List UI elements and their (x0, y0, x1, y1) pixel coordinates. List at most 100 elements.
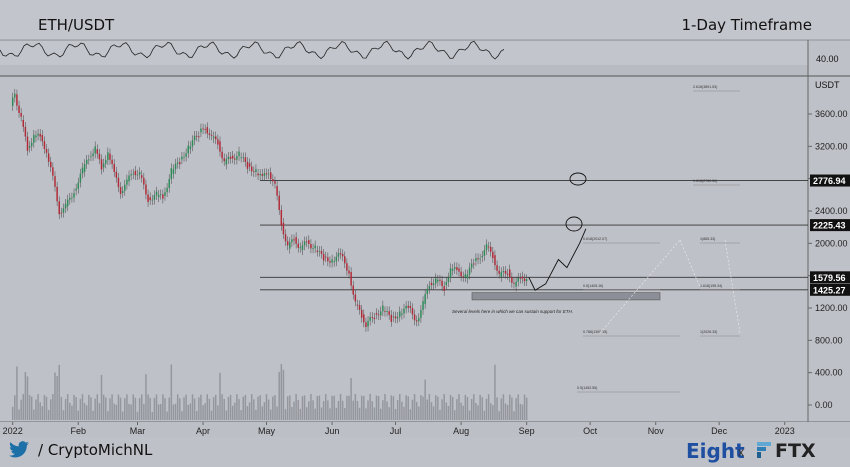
fib-label: 0.5(1405.16) (583, 284, 603, 288)
candle (219, 141, 221, 152)
candle (60, 212, 63, 214)
candle (117, 177, 120, 188)
twitter-icon (9, 441, 29, 458)
candle (189, 146, 192, 150)
volume-bar (329, 408, 331, 420)
candle (470, 263, 473, 268)
candle (259, 173, 261, 176)
volume-bar (179, 398, 181, 420)
candle (83, 164, 86, 172)
volume-bar (394, 408, 397, 420)
fib-projection (724, 239, 741, 334)
volume-bar (369, 394, 371, 420)
candle (492, 251, 494, 259)
candle (346, 263, 348, 271)
level-tag-label: 2776.94 (813, 176, 846, 186)
candle (519, 277, 522, 279)
volume-bar (316, 396, 319, 420)
candle (316, 250, 319, 252)
volume-bar (73, 394, 75, 420)
candle (43, 141, 46, 150)
volume-bar (33, 409, 35, 420)
candle (75, 188, 77, 191)
candle (64, 203, 67, 209)
volume-bar (396, 399, 399, 420)
candle (149, 197, 151, 201)
level-tag (810, 174, 850, 187)
volume-bar (151, 411, 154, 420)
volume-bar (454, 410, 456, 420)
volume-bar (149, 397, 151, 420)
volume-bar (305, 407, 308, 420)
volume-bar (513, 411, 515, 420)
candle (217, 139, 219, 145)
volume-bar (346, 395, 348, 420)
candle (356, 304, 359, 306)
volume-bar (204, 403, 206, 420)
candle (441, 280, 443, 287)
candle (430, 282, 433, 286)
volume-bar (242, 396, 244, 420)
candle (90, 156, 92, 157)
candle (261, 173, 264, 176)
brand-separator: x (738, 445, 744, 459)
volume-bar (210, 410, 213, 420)
candle (210, 134, 213, 136)
volume-bar (460, 402, 462, 420)
fib-projection (599, 239, 681, 334)
timeframe-label: 1-Day Timeframe (681, 16, 812, 34)
fib-label: 1(865.33) (700, 237, 715, 241)
candle (418, 317, 420, 322)
candle (107, 152, 109, 161)
volume-bar (236, 394, 238, 420)
volume-bar (519, 403, 522, 420)
volume-bar (164, 398, 166, 420)
candle (58, 201, 60, 215)
candle (100, 159, 103, 170)
candle (426, 288, 429, 295)
candle (179, 162, 181, 165)
candle (297, 243, 299, 248)
candle (115, 171, 118, 178)
candle (30, 142, 33, 147)
candle (284, 234, 287, 242)
candle (227, 156, 230, 160)
candle (411, 308, 414, 315)
candle (454, 267, 456, 269)
volume-bar (206, 394, 209, 420)
volume-bar (458, 394, 460, 420)
volume-bar (418, 406, 420, 420)
candle (318, 250, 321, 252)
candle (460, 271, 462, 277)
candle (33, 134, 35, 143)
candle (424, 294, 426, 304)
candle (322, 253, 325, 261)
volume-bar (215, 394, 217, 420)
candle (350, 272, 352, 286)
volume-bar (90, 397, 92, 420)
candle (77, 182, 80, 189)
volume-bar (373, 407, 376, 420)
candle (255, 169, 257, 173)
fib-label: 1.618(2765.56) (693, 179, 717, 183)
volume-bar (117, 394, 120, 420)
volume-bar (388, 407, 390, 420)
volume-bar (470, 398, 473, 420)
volume-bar (147, 394, 149, 420)
candle (513, 282, 515, 284)
volume-bar (225, 410, 228, 420)
candle (483, 250, 486, 256)
candle (348, 270, 350, 274)
volume-bar (244, 394, 247, 420)
candle (92, 153, 94, 157)
volume-bar (377, 396, 380, 420)
volume-bar (212, 397, 215, 420)
candle (26, 136, 29, 151)
volume-bar (301, 396, 304, 420)
candle (458, 268, 460, 272)
candle (407, 305, 409, 308)
volume-bar (278, 371, 280, 420)
candle (242, 157, 244, 159)
candle (401, 313, 403, 315)
